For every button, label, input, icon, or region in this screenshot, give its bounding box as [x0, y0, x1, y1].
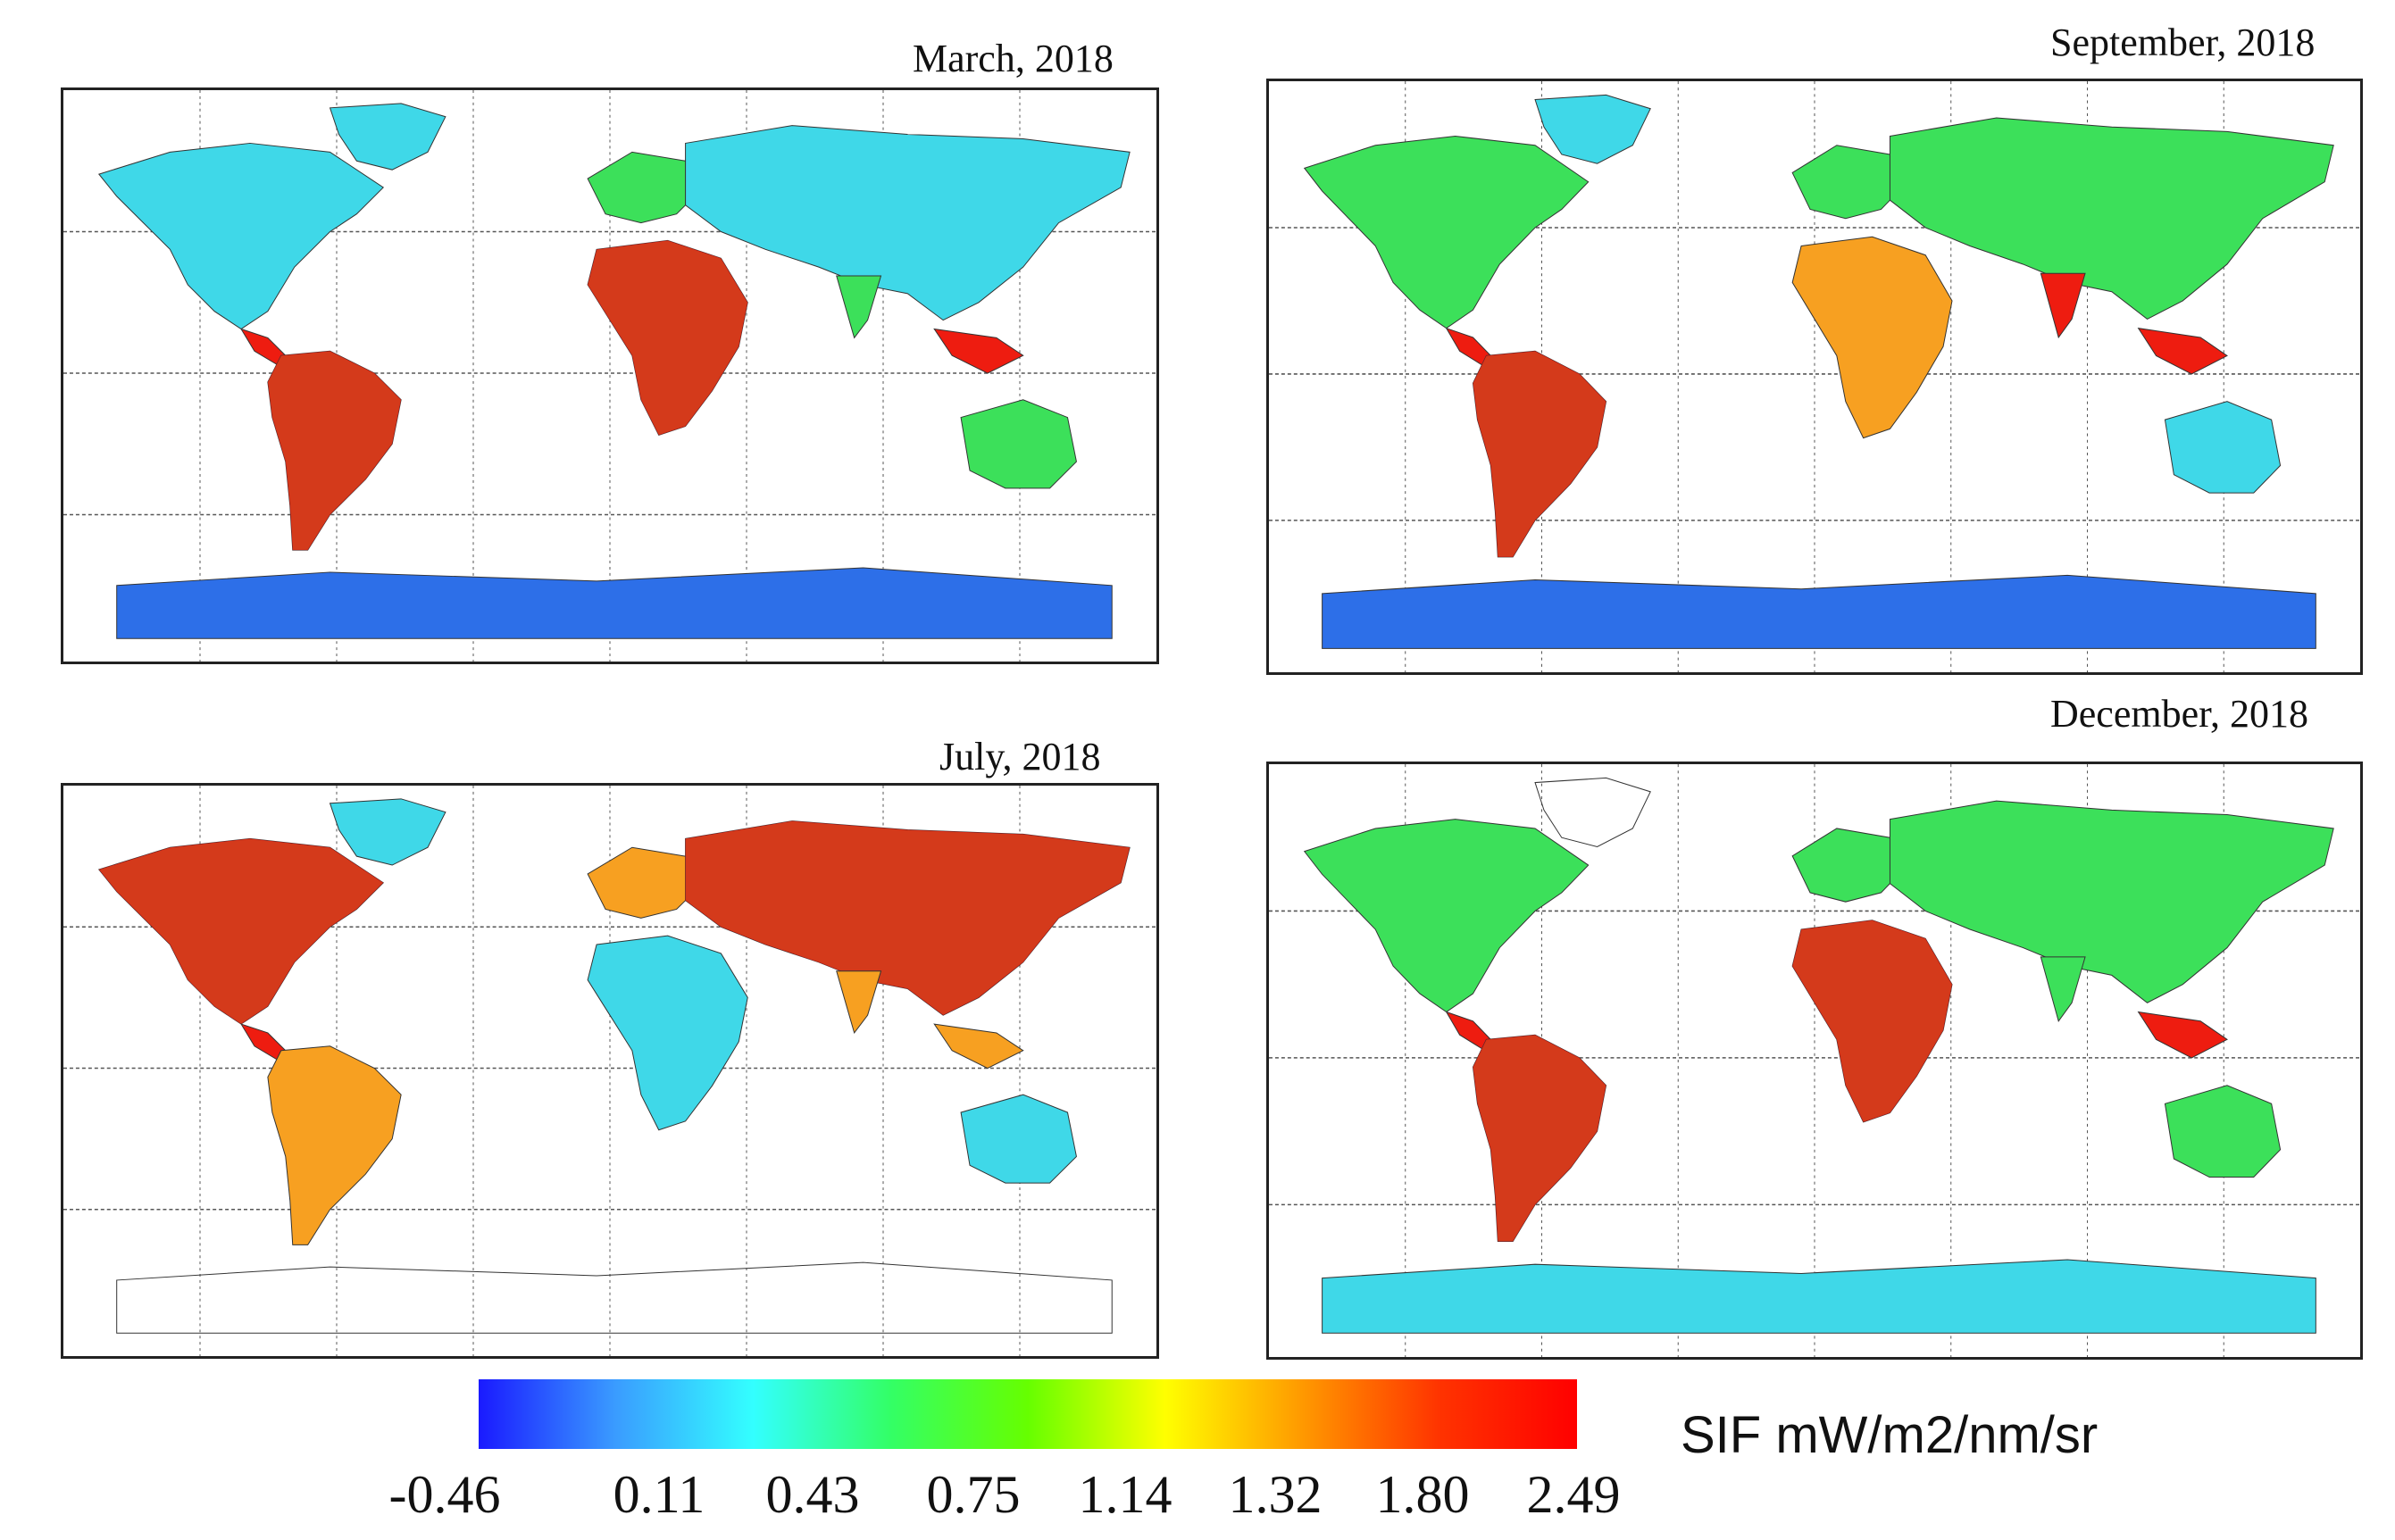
region-na	[97, 142, 385, 330]
region-asia	[1889, 117, 2334, 320]
sif-map-december	[1269, 764, 2360, 1357]
region-af-high-sif	[588, 240, 748, 436]
region-ant	[116, 567, 1113, 639]
region-sea	[933, 328, 1024, 374]
region-ant	[116, 1261, 1113, 1334]
region-asia	[1889, 800, 2334, 1003]
region-sa-high-sif	[267, 351, 402, 551]
region-sea	[2137, 328, 2228, 375]
region-ant	[1322, 574, 2316, 649]
region-aus	[960, 399, 1077, 489]
colorbar-tick: 0.11	[613, 1465, 705, 1524]
region-sa-high-sif	[1473, 1035, 1606, 1242]
colorbar-tick: 1.80	[1375, 1465, 1470, 1524]
colorbar-unit-label: SIF mW/m2/nm/sr	[1681, 1406, 2099, 1464]
region-green	[329, 103, 446, 171]
region-sea	[933, 1023, 1024, 1070]
region-sea	[2137, 1011, 2228, 1059]
colorbar	[479, 1379, 1577, 1449]
colorbar-tick: 0.43	[765, 1465, 860, 1524]
map-panel-march	[61, 87, 1159, 664]
colorbar-tick: -0.46	[388, 1465, 501, 1524]
region-ant	[1322, 1259, 2316, 1334]
map-title-december: December, 2018	[2050, 692, 2309, 736]
sif-map-july	[63, 786, 1156, 1356]
colorbar-tick: 1.14	[1078, 1465, 1172, 1524]
map-panel-july	[61, 783, 1159, 1359]
colorbar-tick: 0.75	[926, 1465, 1021, 1524]
region-india	[2040, 956, 2086, 1022]
region-green	[1534, 94, 1651, 164]
map-panel-december	[1266, 762, 2363, 1360]
colorbar-tick: 1.32	[1228, 1465, 1323, 1524]
region-sa-high-sif	[1473, 351, 1606, 557]
map-title-march: March, 2018	[913, 37, 1114, 80]
region-green	[1534, 777, 1651, 848]
sif-map-march	[63, 90, 1156, 662]
sif-map-september	[1269, 81, 2360, 672]
map-title-july: July, 2018	[939, 735, 1101, 778]
region-aus	[2164, 1085, 2282, 1178]
region-aus	[960, 1094, 1077, 1184]
region-aus	[2164, 401, 2282, 494]
region-na	[1303, 135, 1590, 329]
region-af-high-sif	[1792, 920, 1952, 1122]
colorbar-tick: 2.49	[1526, 1465, 1621, 1524]
region-india	[836, 970, 882, 1035]
region-af	[1791, 236, 1953, 439]
region-na-high-sif	[98, 838, 384, 1025]
map-title-september: September, 2018	[2050, 21, 2316, 64]
region-india	[836, 275, 882, 339]
colorbar-gradient	[479, 1379, 1577, 1449]
region-asia-high-sif	[685, 820, 1131, 1016]
map-panel-september	[1266, 79, 2363, 675]
region-af	[587, 935, 748, 1131]
region-sa	[267, 1045, 402, 1245]
region-green	[329, 798, 446, 866]
region-asia	[685, 125, 1131, 321]
region-india	[2040, 272, 2086, 339]
region-na	[1303, 819, 1590, 1013]
